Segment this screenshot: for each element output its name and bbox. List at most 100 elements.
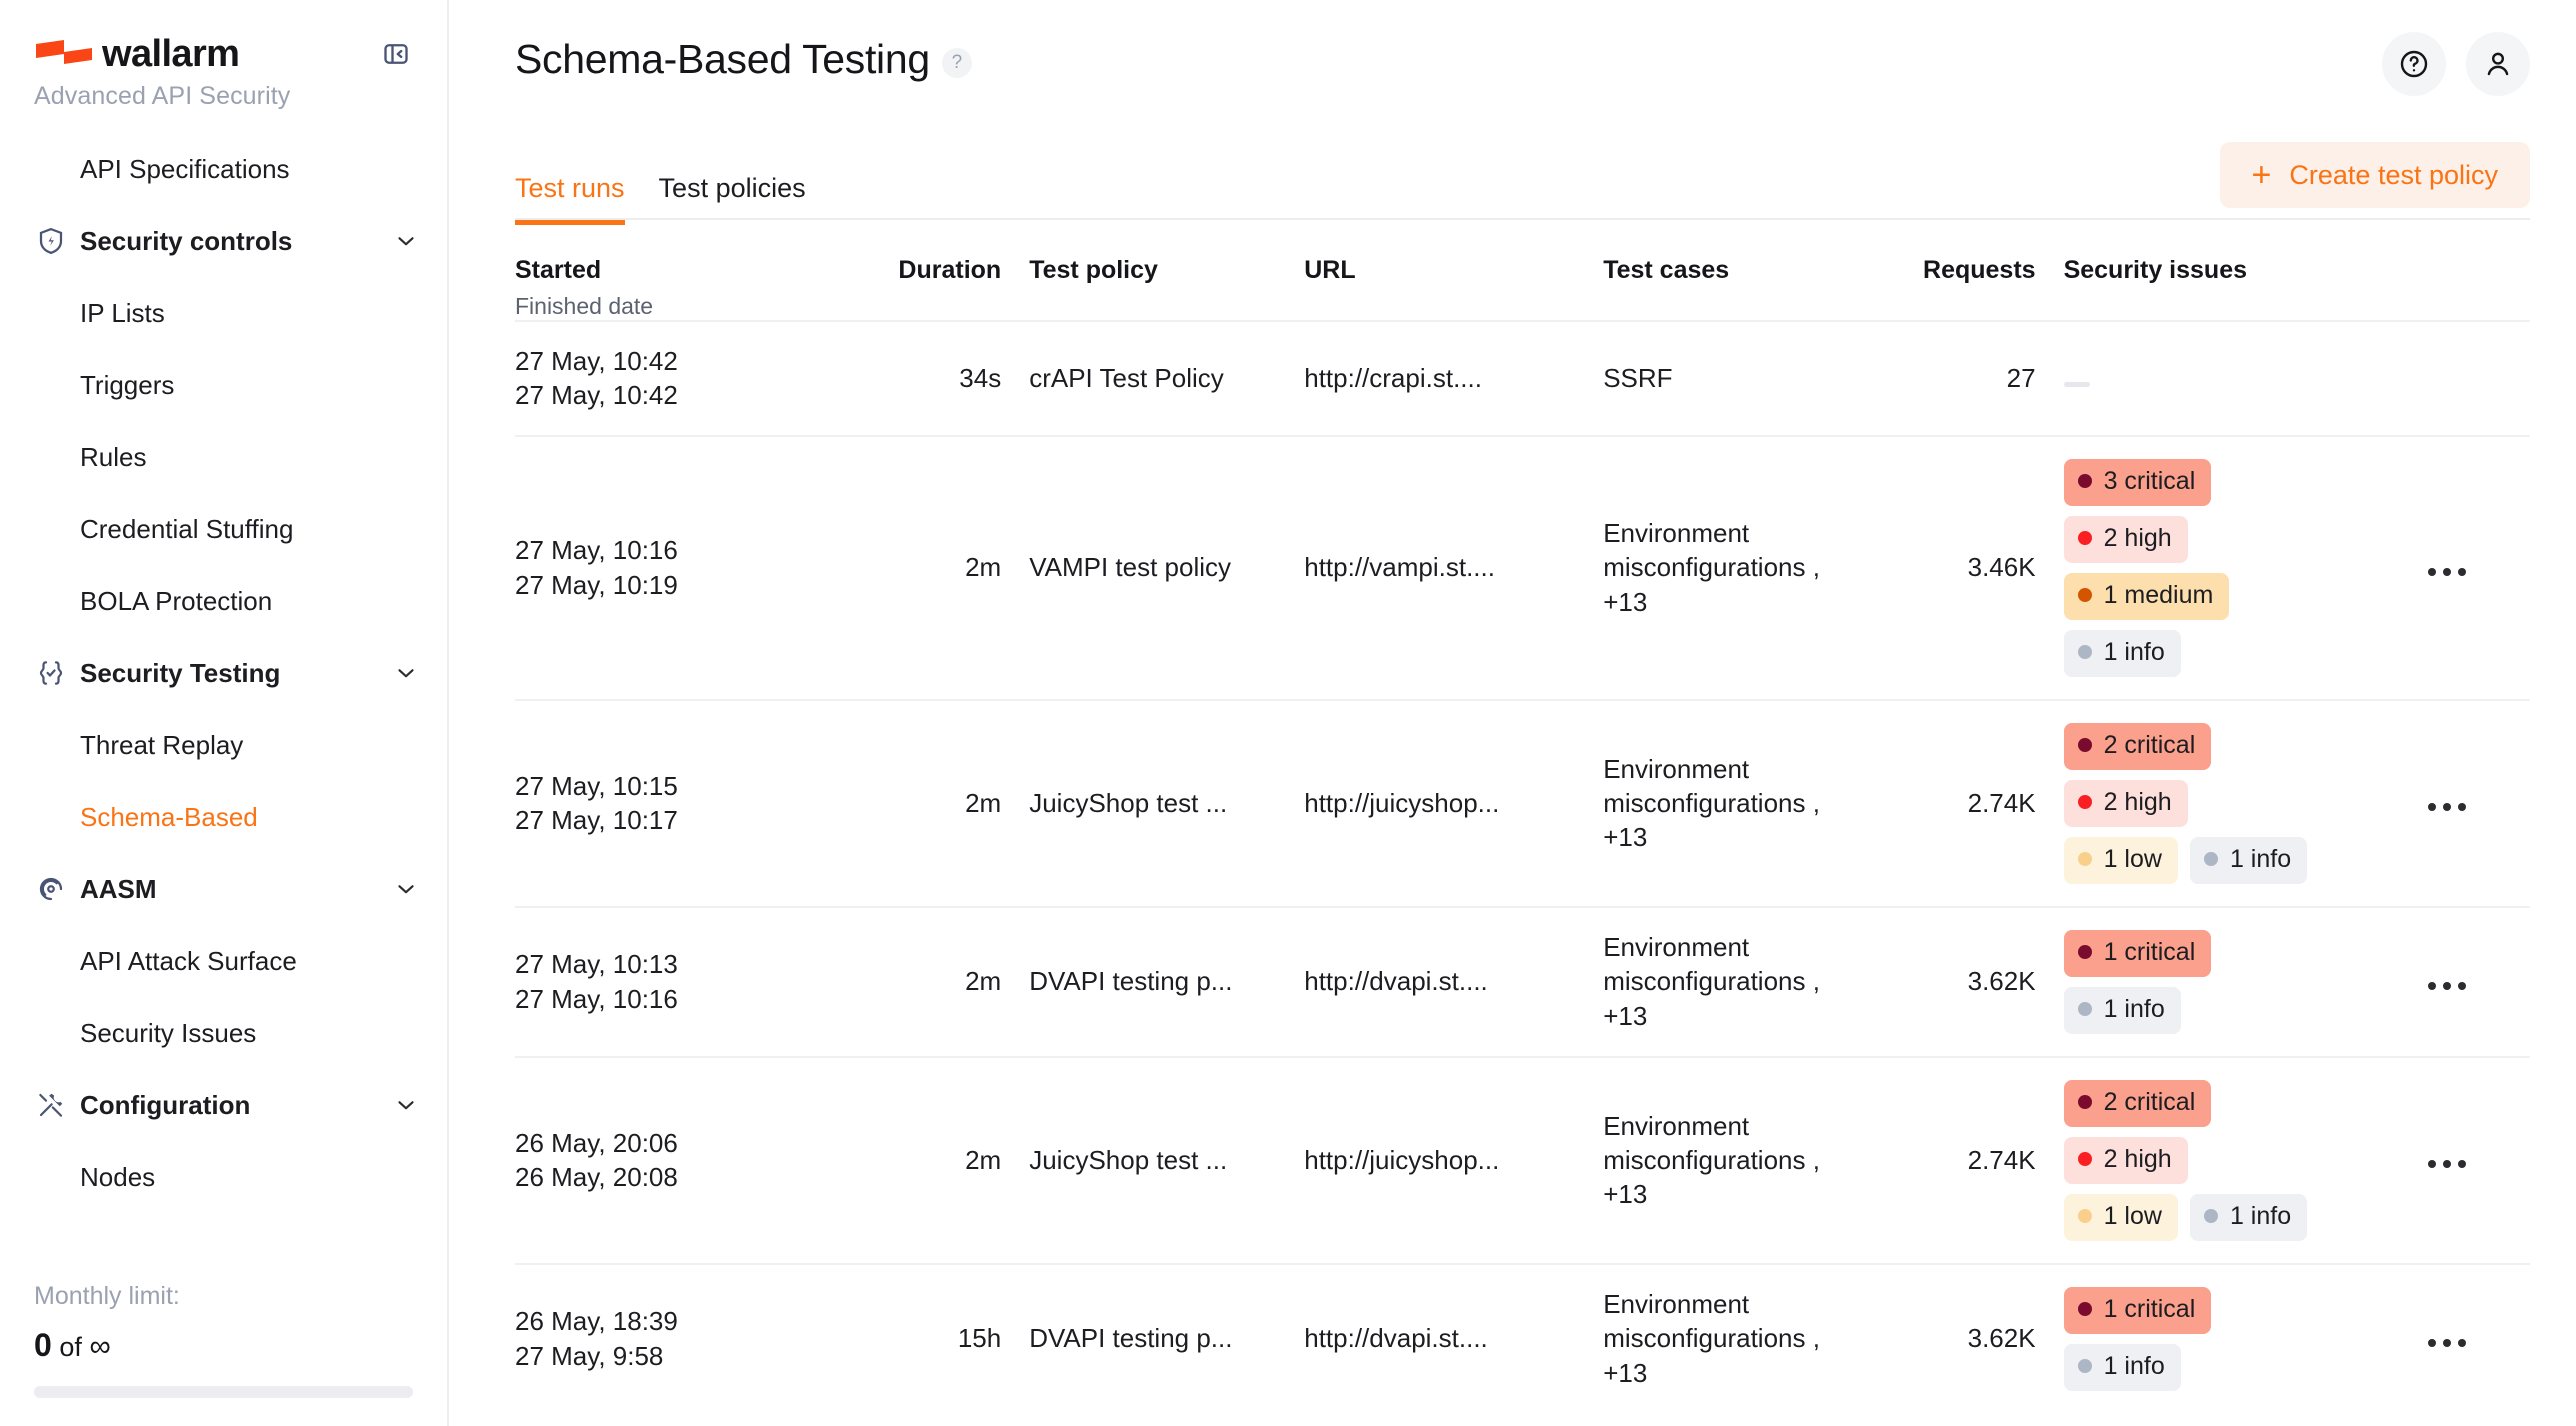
status-badge-medium[interactable]: 1 medium [2063,572,2230,620]
severity-dot-icon [2077,945,2092,960]
cell-url[interactable]: http://crapi.st.... [1304,320,1604,436]
column-header-url: URL [1304,256,1356,284]
tools-icon [34,1088,68,1122]
status-badge-low[interactable]: 1 low [2063,836,2178,884]
issue-badge-list: 1 critical 1 info [2063,1286,2314,1391]
chevron-down-icon[interactable] [393,228,419,254]
status-badge-low[interactable]: 1 low [2063,1193,2178,1241]
cell-test-cases: Environment misconfigurations , +13 [1603,698,1867,907]
status-badge-info[interactable]: 1 info [2063,986,2181,1034]
cell-url[interactable]: http://vampi.st.... [1304,434,1604,700]
sidebar-nav: API Specifications Security controls IP … [0,133,447,1213]
tab-test-policies[interactable]: Test policies [659,173,806,225]
table-row[interactable]: 27 May, 10:16 27 May, 10:19 2m VAMPI test p… [515,434,2530,700]
started-date: 27 May, 10:16 [515,535,678,566]
sidebar-item-configuration[interactable]: Configuration [0,1069,447,1141]
column-header-started-label: Started [515,256,602,284]
sidebar-item-credential-stuffing[interactable]: Credential Stuffing [0,493,447,565]
table-row[interactable]: 26 May, 18:39 27 May, 9:58 15h DVAPI testin… [515,1262,2530,1413]
status-badge-label: 1 low [2103,844,2162,873]
status-badge-info[interactable]: 1 info [2063,1343,2181,1391]
question-circle-icon[interactable]: ? [941,47,972,78]
cell-test-cases: Environment misconfigurations , +13 [1603,1262,1867,1413]
table-row[interactable]: 27 May, 10:13 27 May, 10:16 2m DVAPI testin… [515,905,2530,1057]
status-badge-high[interactable]: 2 high [2063,779,2188,827]
cell-test-policy: JuicyShop test ... [1029,698,1305,907]
sidebar-item-triggers[interactable]: Triggers [0,349,447,421]
help-circle-icon[interactable] [2382,32,2446,96]
row-menu-icon[interactable] [2422,972,2472,1000]
status-badge-critical[interactable]: 2 critical [2063,1079,2212,1127]
sidebar-item-rules[interactable]: Rules [0,421,447,493]
status-badge-critical[interactable]: 1 critical [2063,929,2212,977]
severity-dot-icon [2077,795,2092,810]
status-badge-critical[interactable]: 3 critical [2063,458,2212,506]
cell-url[interactable]: http://dvapi.st.... [1304,905,1604,1057]
sidebar-item-api-specifications[interactable]: API Specifications [0,133,447,205]
cell-started: 27 May, 10:16 27 May, 10:19 [515,434,814,700]
cell-url[interactable]: http://dvapi.st.... [1304,1262,1604,1413]
status-badge-label: 1 info [2103,1351,2165,1380]
cell-url[interactable]: http://juicyshop... [1304,1055,1604,1264]
status-badge-high[interactable]: 2 high [2063,1136,2188,1184]
sidebar-item-bola-protection[interactable]: BOLA Protection [0,565,447,637]
sidebar-item-schema-based[interactable]: Schema-Based [0,781,447,853]
cell-test-cases: Environment misconfigurations , +13 [1603,1055,1867,1264]
status-badge-high[interactable]: 2 high [2063,515,2188,563]
cell-test-policy: DVAPI testing p... [1029,1262,1305,1413]
chevron-down-icon[interactable] [393,1092,419,1118]
sidebar-item-security-issues[interactable]: Security Issues [0,997,447,1069]
row-menu-icon[interactable] [2422,1329,2472,1357]
sidebar-item-nodes[interactable]: Nodes [0,1141,447,1213]
row-menu-icon[interactable] [2422,793,2472,821]
status-badge-critical[interactable]: 2 critical [2063,722,2212,770]
user-avatar-icon[interactable] [2466,32,2530,96]
status-badge-label: 1 low [2103,1201,2162,1230]
sidebar-item-api-attack-surface[interactable]: API Attack Surface [0,925,447,997]
sidebar-item-label: Security Testing [80,657,281,688]
column-header-finished-label: Finished date [515,293,654,319]
row-menu-icon[interactable] [2422,558,2472,586]
sidebar-item-label: Configuration [80,1089,251,1120]
finished-date: 27 May, 10:17 [515,805,678,836]
tab-label: Test policies [658,173,806,203]
sidebar-item-label: Security Issues [80,1017,257,1048]
chevron-down-icon[interactable] [393,876,419,902]
table-row[interactable]: 27 May, 10:42 27 May, 10:42 34s crAPI Test … [515,320,2530,436]
sidebar-item-label: Credential Stuffing [80,513,294,544]
table-row[interactable]: 27 May, 10:15 27 May, 10:17 2m JuicyShop te… [515,698,2530,907]
cell-actions [2422,434,2530,700]
sidebar-item-security-controls[interactable]: Security controls [0,205,447,277]
table-row[interactable]: 26 May, 20:06 26 May, 20:08 2m JuicyShop te… [515,1055,2530,1264]
cell-requests: 3.62K [1866,905,2064,1057]
started-date: 26 May, 20:06 [515,1127,678,1158]
column-header-test-policy: Test policy [1029,256,1158,284]
cell-requests: 3.62K [1866,1262,2064,1413]
chevron-down-icon[interactable] [393,660,419,686]
panel-collapse-icon[interactable] [379,37,413,71]
sidebar-item-security-testing[interactable]: Security Testing [0,637,447,709]
severity-dot-icon [2077,1095,2092,1110]
status-badge-critical[interactable]: 1 critical [2063,1286,2212,1334]
issue-badge-list: 2 critical 2 high 1 low 1 info [2063,722,2314,884]
sidebar-item-label: Rules [80,441,147,472]
status-badge-info[interactable]: 1 info [2063,629,2181,677]
monthly-limit-title: Monthly limit: [34,1282,180,1310]
tab-test-runs[interactable]: Test runs [515,173,625,225]
sidebar-item-ip-lists[interactable]: IP Lists [0,277,447,349]
create-test-policy-button[interactable]: + Create test policy [2219,142,2530,208]
table-head: Started Finished date Duration Test poli… [515,220,2530,321]
status-badge-info[interactable]: 1 info [2189,1193,2308,1241]
sidebar-item-threat-replay[interactable]: Threat Replay [0,709,447,781]
sidebar-item-aasm[interactable]: AASM [0,853,447,925]
radar-icon [34,872,68,906]
row-menu-icon[interactable] [2422,1150,2472,1178]
issue-badge-list: 3 critical 2 high 1 medium 1 info [2063,458,2314,677]
status-badge-info[interactable]: 1 info [2189,836,2308,884]
brand-name: wallarm [102,32,240,75]
sidebar-item-label: API Attack Surface [80,945,297,976]
severity-dot-icon [2077,588,2092,603]
cell-url[interactable]: http://juicyshop... [1304,698,1604,907]
sidebar: wallarm Advanced API Security API Specif… [0,0,449,1426]
monthly-limit-total: ∞ [89,1330,111,1363]
